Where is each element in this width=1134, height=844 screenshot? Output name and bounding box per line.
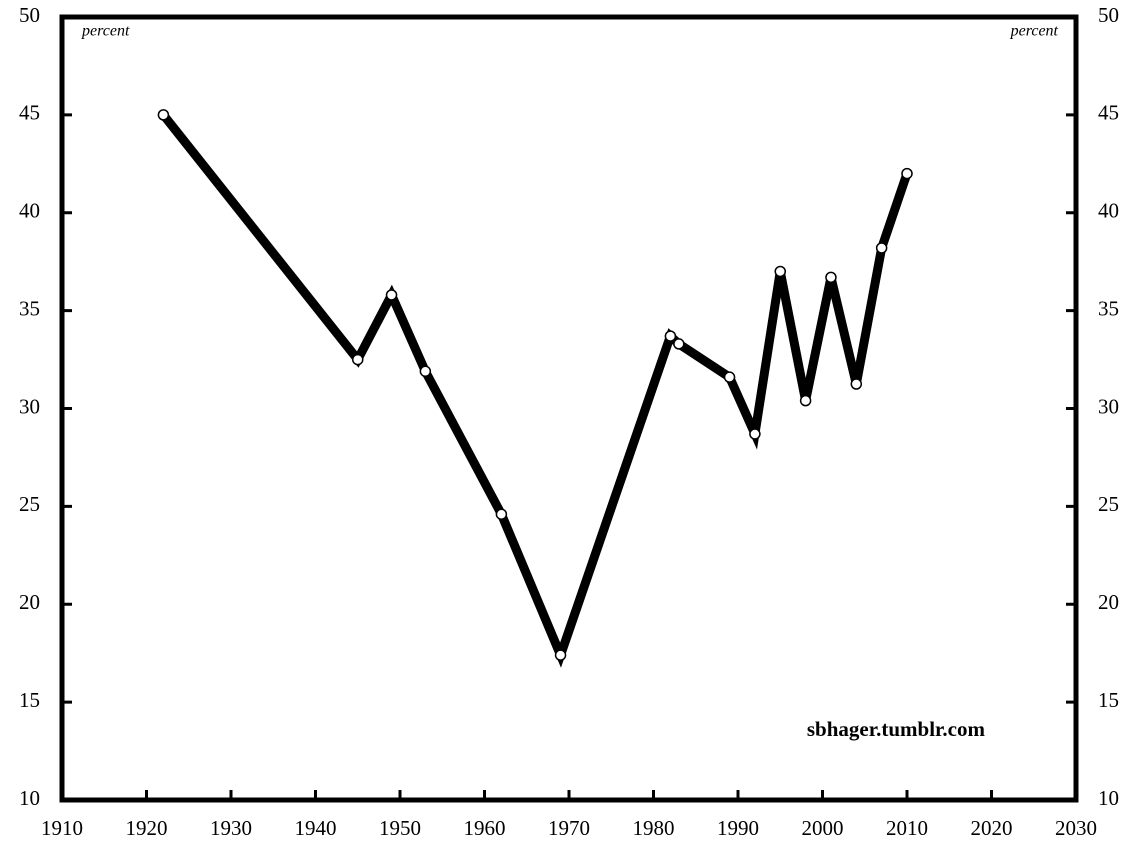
x-tick-label: 1930 bbox=[210, 816, 252, 840]
data-point bbox=[875, 242, 888, 254]
x-tick-label: 1920 bbox=[126, 816, 168, 840]
y2-tick-label: 10 bbox=[1098, 786, 1119, 810]
x-tick-label: 1910 bbox=[41, 816, 83, 840]
data-point bbox=[554, 649, 567, 661]
y-unit-left: percent bbox=[81, 23, 130, 40]
y-unit-right: percent bbox=[1010, 23, 1059, 40]
data-point bbox=[749, 428, 761, 440]
y-tick-label: 30 bbox=[19, 394, 40, 418]
y-tick-label: 40 bbox=[19, 199, 40, 223]
x-tick-label: 1960 bbox=[464, 816, 506, 840]
annotation: sbhager.tumblr.com bbox=[807, 717, 986, 741]
x-tick-label: 1970 bbox=[548, 816, 590, 840]
data-point bbox=[352, 353, 364, 366]
y-tick-label: 20 bbox=[19, 590, 40, 614]
y2-tick-label: 35 bbox=[1098, 296, 1119, 320]
data-point bbox=[850, 378, 863, 390]
x-tick-label: 2030 bbox=[1055, 816, 1097, 840]
y2-tick-label: 45 bbox=[1098, 101, 1119, 125]
data-point bbox=[495, 508, 508, 520]
y2-tick-label: 30 bbox=[1098, 394, 1119, 418]
data-point bbox=[419, 365, 432, 378]
y-tick-label: 15 bbox=[19, 688, 40, 712]
y2-tick-label: 15 bbox=[1098, 688, 1119, 712]
data-point bbox=[774, 265, 786, 278]
data-point bbox=[799, 394, 812, 407]
x-tick-label: 1980 bbox=[633, 816, 675, 840]
y-tick-label: 10 bbox=[19, 786, 40, 810]
x-tick-label: 1990 bbox=[717, 816, 759, 840]
y-tick-label: 50 bbox=[19, 3, 40, 27]
x-tick-label: 1940 bbox=[295, 816, 337, 840]
data-point bbox=[825, 271, 837, 284]
y-tick-label: 25 bbox=[19, 492, 40, 516]
x-tick-label: 2000 bbox=[802, 816, 844, 840]
data-point bbox=[664, 330, 677, 342]
data-point bbox=[673, 338, 685, 350]
y2-tick-label: 25 bbox=[1098, 492, 1119, 516]
y2-tick-label: 40 bbox=[1098, 199, 1119, 223]
y2-tick-label: 50 bbox=[1098, 3, 1119, 27]
data-point bbox=[901, 167, 913, 180]
data-point bbox=[157, 109, 170, 121]
series-line bbox=[159, 112, 912, 668]
y2-tick-label: 20 bbox=[1098, 590, 1119, 614]
x-tick-label: 1950 bbox=[379, 816, 421, 840]
data-point bbox=[385, 289, 398, 301]
x-tick-label: 2010 bbox=[886, 816, 928, 840]
y-tick-label: 35 bbox=[19, 296, 40, 320]
x-tick-label: 2020 bbox=[971, 816, 1013, 840]
y-tick-label: 45 bbox=[19, 101, 40, 125]
plot-frame bbox=[59, 14, 1079, 803]
data-point bbox=[723, 371, 736, 383]
